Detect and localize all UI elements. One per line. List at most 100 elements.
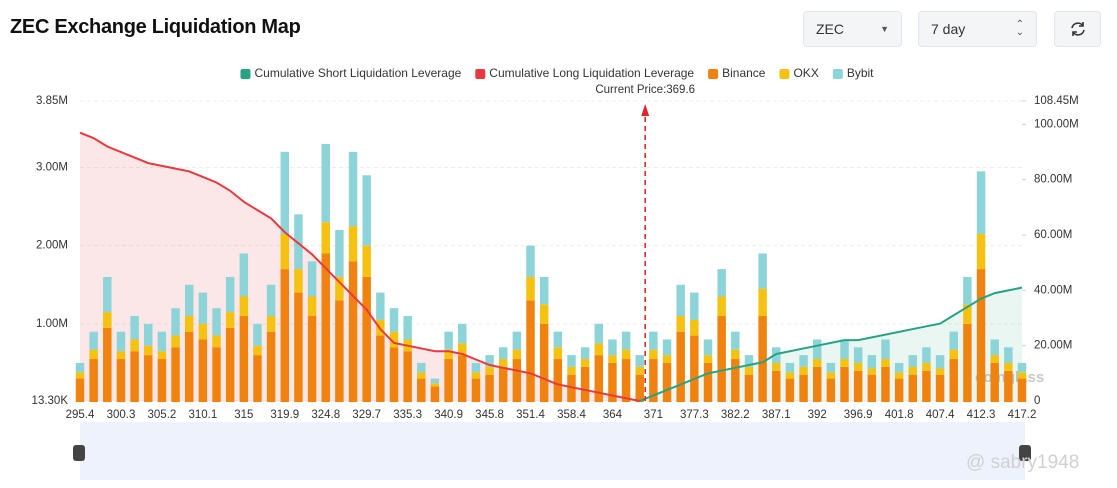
bar-segment [881,359,890,367]
bar-segment [348,261,358,403]
bar-segment [130,339,139,352]
bar-segment [949,331,958,350]
bar-segment [703,339,713,356]
bar-segment [922,362,931,371]
bar-segment [376,335,385,403]
bar-segment [335,230,344,277]
bar-segment [621,331,631,350]
bar-segment [294,292,303,403]
x-tick-label: 319.9 [270,409,299,421]
bar-segment [635,374,644,403]
bar-segment [253,355,262,403]
period-select[interactable]: 7 day ⌃ ⌄ [918,11,1037,47]
y2-tick-label: 100.00M [1034,118,1079,130]
bar-segment [444,349,453,360]
bar-segment [976,269,986,403]
bar-segment [785,372,795,379]
bar-segment [362,276,371,403]
x-tick-label: 407.4 [926,409,955,421]
legend: Cumulative Short Liquidation Leverage Cum… [240,66,874,80]
zoom-handle[interactable] [1019,445,1031,461]
bar-segment [717,316,726,403]
bar-segment [184,284,194,317]
bar-segment [567,366,576,375]
y2-tick-label: 40.00M [1034,284,1072,296]
bar-segment [703,362,713,403]
bar-segment [935,368,945,375]
bar-segment [198,292,208,324]
zoom-slider[interactable] [80,422,1025,480]
bar-segment [976,233,986,270]
symbol-select[interactable]: ZEC ▼ [803,11,902,47]
bar-segment [594,323,604,344]
bar-segment [307,296,317,317]
bar-segment [266,316,276,332]
bar-segment [621,349,631,360]
y2-tick-label: 60.00M [1034,229,1072,241]
bar-segment [608,355,617,363]
bar-segment [894,362,904,373]
bar-segment [280,151,290,234]
bar-segment [294,269,303,293]
bar-segment [157,351,167,360]
bar-segment [1004,370,1013,403]
bar-segment [908,374,918,403]
bar-segment [335,276,344,301]
bar-segment [990,355,999,363]
grid [80,100,1022,402]
zoom-handle[interactable] [73,445,85,461]
legend-label: Binance [722,66,766,80]
bar-segment [417,378,426,403]
line [79,131,640,402]
bar-segment [321,222,330,254]
bar-segment [963,323,972,403]
legend-swatch [779,69,790,79]
bar-segment [703,355,713,363]
bar-segment [471,372,481,379]
bar-segment [526,276,535,301]
bar-segment [812,359,822,367]
bar-segment [485,374,494,403]
bar-segment [144,323,153,346]
bar-segment [567,374,576,403]
bar-segment [171,308,180,336]
bar-segment [225,327,235,403]
bar-segment [676,331,685,403]
legend-swatch [832,69,843,79]
bar-segment [772,370,781,403]
x-tick-label: 358.4 [557,409,586,421]
bar-segment [430,378,440,384]
bar-segment [212,308,221,336]
y2-tick-label: 80.00M [1034,174,1072,186]
bar-segment [963,276,972,305]
bar-segment [976,171,986,234]
dropdown-caret: ▼ [880,24,889,34]
legend-swatch [708,69,719,79]
bar-segment [444,359,453,403]
refresh-button[interactable] [1054,11,1101,47]
bar-segment [731,349,740,360]
x-tick-label: 401.8 [885,409,914,421]
y2-tick-label: 20.00M [1034,340,1072,352]
bar-segment [580,359,590,367]
spinner-caret: ⌃ ⌄ [1015,19,1024,38]
x-tick-label: 417.2 [1008,409,1037,421]
bar-segment [103,327,112,403]
x-tick-label: 377.3 [680,409,709,421]
bar-segment [894,378,904,403]
bar-segment [280,233,290,270]
y-tick-label: 3.85M [36,95,68,107]
bar-segment [635,355,644,367]
bar-segment [922,347,931,363]
bar-segment [799,355,808,367]
x-tick-label: 340.9 [434,409,463,421]
bar-segment [990,362,999,403]
bar-segment [553,347,563,360]
bar-segment [362,245,371,277]
bar-segment [539,304,549,324]
bar-segment [731,359,740,403]
bar-segment [1017,362,1027,373]
bar-segment [1004,347,1013,363]
bar-segment [826,378,836,403]
bar-segment [89,359,98,403]
